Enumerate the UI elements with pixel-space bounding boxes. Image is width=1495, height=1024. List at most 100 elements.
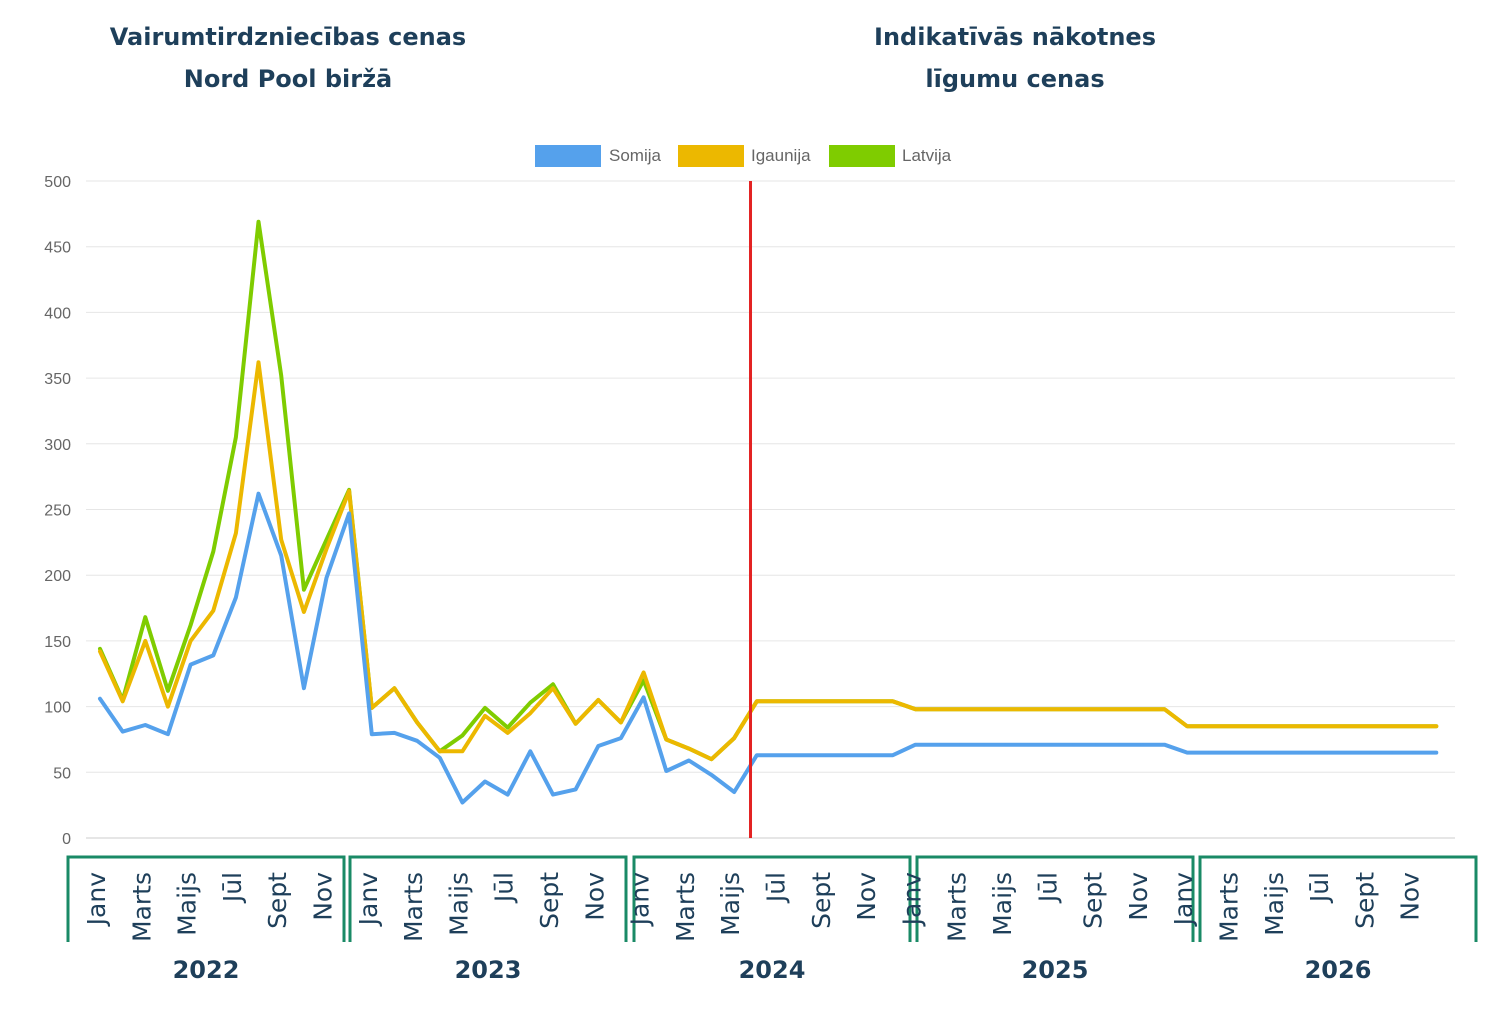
data-point: [1276, 724, 1280, 728]
x-axis-layer: Janv Marts Maijs Jūl Sept Nov 2022 Janv Marts Mai…: [66, 855, 1478, 984]
data-point: [189, 623, 193, 627]
left-heading-line-1: Vairumtirdzniecības cenas: [109, 23, 467, 51]
data-point: [823, 753, 827, 757]
data-point: [1276, 750, 1280, 755]
year-label: 2024: [739, 956, 806, 984]
x-tick-label: Maijs: [1260, 872, 1289, 936]
data-point: [777, 699, 782, 703]
data-point: [392, 686, 397, 690]
data-point: [1162, 707, 1167, 711]
y-tick-label: 200: [44, 568, 71, 585]
legend-label: Igaunija: [751, 146, 811, 165]
x-tick-label: Jūl: [762, 872, 791, 904]
series-layer: [98, 219, 1439, 805]
x-tick-label: Sept: [535, 872, 564, 929]
data-point: [732, 790, 736, 794]
data-point: [1344, 724, 1348, 728]
data-point: [574, 787, 578, 791]
data-point: [460, 800, 464, 805]
data-point: [1366, 750, 1370, 755]
year-label: 2026: [1305, 956, 1372, 984]
x-tick-label: Marts: [1215, 872, 1244, 942]
data-point: [687, 758, 691, 763]
right-heading: Indikatīvās nākotnes līgumu cenas: [815, 16, 1215, 100]
x-tick-label: Sept: [263, 872, 292, 929]
data-point: [256, 220, 261, 224]
data-point: [1344, 750, 1348, 755]
x-tick-label: Marts: [671, 872, 700, 942]
data-point: [1389, 724, 1393, 728]
y-tick-label: 250: [44, 503, 71, 520]
x-tick-label: Sept: [1079, 872, 1108, 929]
data-point: [324, 576, 329, 580]
data-point: [777, 753, 782, 757]
data-point: [1072, 743, 1076, 747]
data-point: [551, 793, 555, 797]
data-point: [1049, 743, 1053, 747]
data-point: [800, 753, 804, 757]
y-tick-label: 300: [44, 437, 71, 454]
data-point: [234, 435, 238, 439]
year-bracket: [915, 855, 1195, 942]
data-point: [234, 531, 238, 535]
legend-label: Latvija: [902, 146, 952, 165]
data-point: [211, 609, 215, 613]
x-tick-label: Maijs: [173, 872, 202, 936]
x-tick-label: Marts: [127, 872, 156, 942]
data-point: [1230, 724, 1235, 728]
data-point: [392, 731, 397, 735]
data-point: [143, 723, 147, 727]
data-point: [596, 698, 600, 702]
x-tick-label: Janv: [82, 872, 111, 928]
right-heading-line-2: līgumu cenas: [925, 65, 1105, 93]
data-point: [845, 753, 850, 757]
legend: Somija Igaunija Latvija: [535, 145, 952, 167]
data-point: [189, 639, 193, 643]
legend-swatch: [829, 145, 895, 167]
x-tick-label: Jūl: [1033, 872, 1062, 904]
data-point: [596, 744, 600, 748]
data-point: [98, 649, 102, 654]
data-point: [891, 753, 895, 757]
data-point: [211, 549, 215, 554]
data-point: [121, 699, 125, 703]
data-point: [256, 360, 261, 364]
x-tick-label: Jūl: [490, 872, 519, 904]
data-point: [1208, 750, 1212, 755]
series-line: [98, 491, 1439, 805]
year-label: 2023: [455, 956, 522, 984]
data-point: [279, 538, 283, 542]
data-point: [166, 732, 170, 736]
data-point: [1208, 724, 1212, 728]
y-tick-label: 50: [53, 765, 71, 782]
data-point: [143, 615, 147, 619]
data-point: [823, 699, 827, 703]
data-point: [619, 736, 623, 740]
data-point: [755, 699, 759, 703]
data-point: [845, 699, 850, 703]
year-label: 2022: [173, 956, 240, 984]
x-tick-label: Marts: [399, 872, 428, 942]
data-point: [687, 747, 691, 751]
data-point: [1434, 750, 1438, 755]
x-tick-label: Nov: [1396, 872, 1425, 921]
data-point: [460, 749, 464, 753]
x-tick-label: Janv: [897, 872, 926, 928]
data-point: [483, 706, 487, 710]
data-point: [959, 707, 963, 711]
data-point: [800, 699, 804, 703]
data-point: [664, 737, 668, 742]
data-point: [1389, 750, 1393, 755]
data-point: [1321, 750, 1325, 755]
data-point: [936, 743, 940, 747]
data-point: [1185, 750, 1189, 755]
data-point: [347, 489, 351, 493]
data-point: [551, 682, 555, 686]
x-tick-label: Maijs: [716, 872, 745, 936]
data-point: [506, 793, 510, 797]
data-point: [709, 773, 714, 777]
data-point: [1412, 724, 1416, 728]
y-tick-label: 0: [62, 831, 71, 848]
data-point: [143, 639, 147, 643]
data-point: [506, 731, 510, 735]
